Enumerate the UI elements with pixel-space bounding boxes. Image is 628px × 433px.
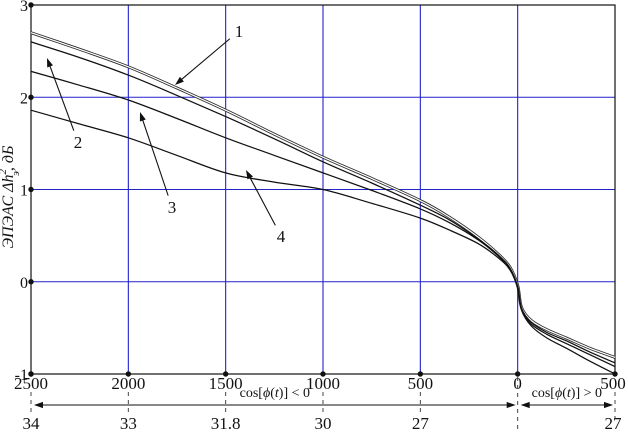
region-label-cos-negative: cos[ϕ(t)] < 0 bbox=[240, 386, 310, 401]
x-footnote-label: 30 bbox=[315, 414, 332, 433]
curve-label-arrowhead bbox=[139, 112, 146, 122]
x-footnote-label: 34 bbox=[23, 414, 41, 433]
curve-label-1: 1 bbox=[235, 22, 244, 41]
y-tick-dot bbox=[28, 2, 34, 8]
x-tick-label: 2000 bbox=[111, 374, 145, 393]
y-tick-label: 3 bbox=[20, 0, 28, 15]
curve-label-arrow-line bbox=[49, 65, 75, 131]
y-tick-label: 1 bbox=[20, 183, 28, 200]
curve-4 bbox=[30, 109, 616, 375]
curve-label-arrow-line bbox=[249, 176, 276, 226]
x-tick-label: 1500 bbox=[209, 374, 243, 393]
y-tick-dot bbox=[28, 186, 34, 193]
y-tick-dot bbox=[28, 279, 34, 285]
curve-label-4: 4 bbox=[277, 227, 286, 246]
x-tick-label: 500 bbox=[408, 374, 434, 393]
region-arrowhead-left bbox=[34, 401, 43, 409]
curve-label-arrowhead bbox=[175, 76, 184, 85]
x-tick-dot bbox=[612, 371, 618, 377]
region-arrowhead-right bbox=[506, 401, 516, 409]
x-tick-dot bbox=[417, 371, 424, 377]
x-tick-label: 500 bbox=[600, 374, 626, 393]
curve-label-arrow-line bbox=[142, 119, 169, 196]
x-tick-dot bbox=[222, 371, 229, 377]
curve-label-2: 2 bbox=[74, 133, 83, 152]
y-tick-label: 2 bbox=[20, 90, 28, 107]
x-footnote-label: 33 bbox=[120, 414, 137, 433]
region-arrowhead-right bbox=[604, 401, 613, 409]
region-arrowhead-left bbox=[520, 401, 530, 409]
x-footnote-label: 31.8 bbox=[211, 414, 241, 433]
x-tick-label: 2500 bbox=[14, 374, 48, 393]
y-tick-label: 0 bbox=[20, 275, 28, 292]
curve-3 bbox=[30, 70, 616, 368]
y-tick-label: -1 bbox=[15, 367, 28, 384]
curve-1-core bbox=[30, 32, 616, 358]
curve-label-arrowhead bbox=[47, 58, 53, 68]
x-tick-dot bbox=[28, 371, 34, 377]
curve-label-arrowhead bbox=[246, 170, 253, 180]
x-tick-dot bbox=[125, 371, 132, 377]
x-tick-label: 0 bbox=[513, 374, 522, 393]
x-tick-dot bbox=[514, 371, 521, 377]
y-axis-title: ЭПЭАС Δh2э, дБ bbox=[0, 145, 22, 248]
x-footnote-label: 27 bbox=[605, 414, 623, 433]
curve-label-arrow-line bbox=[180, 38, 231, 81]
x-tick-dot bbox=[320, 371, 326, 377]
x-footnote-label: 27 bbox=[412, 414, 430, 433]
x-tick-label: 1000 bbox=[306, 374, 340, 393]
curve-2 bbox=[30, 41, 616, 364]
curve-label-3: 3 bbox=[168, 198, 177, 217]
region-label-cos-positive: cos[ϕ(t)] > 0 bbox=[532, 386, 602, 401]
y-tick-dot bbox=[28, 94, 34, 100]
